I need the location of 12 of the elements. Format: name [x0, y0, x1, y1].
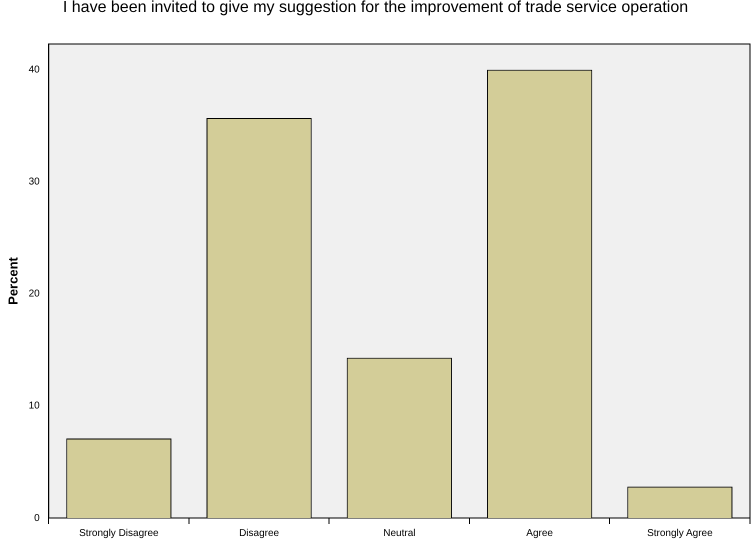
x-tick-label: Agree [526, 528, 554, 539]
y-tick-label: 20 [28, 288, 40, 300]
y-tick-label: 30 [28, 176, 40, 188]
x-tick-label: Strongly Agree [647, 528, 714, 539]
x-tick-label: Strongly Disagree [79, 528, 160, 539]
x-tick-label: Disagree [239, 528, 280, 539]
chart-title: I have been invited to give my suggestion for the improvement of trade service operation [62, 0, 690, 16]
y-tick-label: 0 [34, 512, 40, 524]
y-axis-title: Percent [5, 256, 20, 305]
x-tick-label: Neutral [383, 528, 416, 539]
y-tick-label: 10 [28, 400, 40, 412]
y-tick-label: 40 [28, 64, 40, 76]
